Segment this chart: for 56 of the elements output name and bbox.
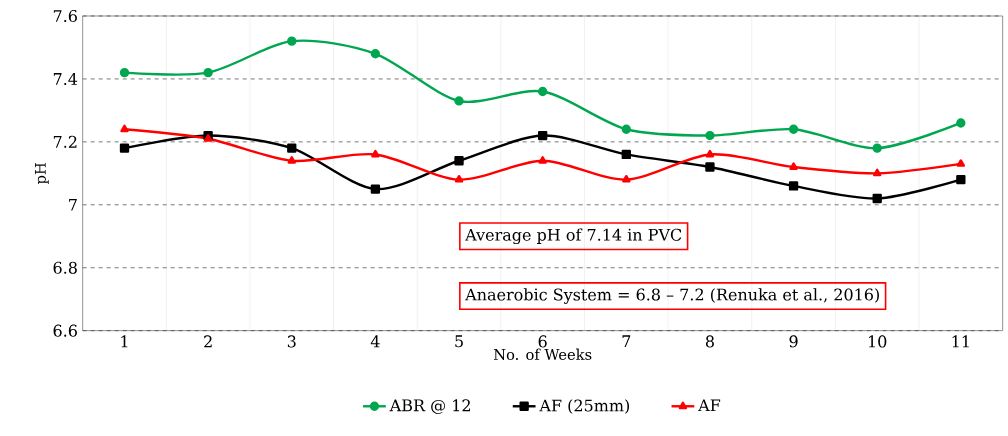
y-axis-title: pH	[34, 163, 49, 184]
point	[120, 124, 129, 133]
point	[370, 184, 381, 194]
x-tick-label: 9	[789, 335, 798, 348]
point	[538, 130, 548, 141]
x-tick-label: 1	[121, 335, 128, 348]
y-tick-label: 7.2	[53, 135, 77, 148]
point	[705, 162, 715, 172]
legend-label: AF	[698, 399, 721, 412]
point	[538, 156, 547, 164]
point	[119, 67, 130, 78]
y-tick-label: 7	[69, 198, 77, 211]
x-tick-label: 5	[455, 335, 463, 348]
y-tick-label: 6.8	[53, 261, 77, 274]
point	[789, 162, 798, 170]
point	[119, 143, 130, 153]
point	[621, 149, 631, 160]
y-tick-label: 7.4	[53, 72, 78, 85]
x-tick-label: 6	[538, 335, 547, 348]
y-tick-label: 7.6	[53, 9, 77, 23]
y-tick-label: 6.6	[53, 324, 77, 337]
annotation: Average pH of 7.14 in PVC	[465, 228, 682, 245]
point	[454, 96, 464, 106]
x-tick-label: 3	[287, 335, 296, 348]
point	[788, 124, 799, 134]
point	[454, 174, 464, 183]
point	[956, 174, 966, 185]
point	[705, 149, 715, 158]
point	[287, 156, 296, 164]
point	[370, 49, 381, 59]
point	[538, 86, 548, 97]
x-tick-label: 10	[868, 335, 887, 348]
point	[371, 149, 380, 158]
point	[788, 181, 799, 191]
x-tick-label: 11	[952, 335, 969, 348]
point	[203, 134, 213, 142]
legend-label: AF (25mm)	[539, 399, 630, 414]
point	[287, 143, 297, 153]
point	[287, 36, 297, 46]
point	[872, 193, 882, 204]
x-tick-label: 8	[705, 335, 714, 348]
point	[956, 159, 966, 167]
point	[872, 143, 882, 153]
point	[956, 118, 966, 128]
x-axis-title: No. of Weeks	[493, 348, 592, 360]
point	[621, 124, 631, 134]
x-tick-label: 4	[370, 335, 380, 348]
x-tick-label: 7	[622, 335, 631, 348]
legend-label: ABR @ 12	[389, 399, 470, 414]
point	[705, 130, 715, 141]
point	[203, 67, 213, 78]
point	[622, 174, 631, 183]
annotation: Anaerobic System = 6.8 – 7.2 (Renuka et al., 2016)	[465, 288, 879, 304]
x-tick-label: 2	[204, 335, 212, 348]
point	[454, 156, 464, 166]
point	[873, 168, 882, 177]
